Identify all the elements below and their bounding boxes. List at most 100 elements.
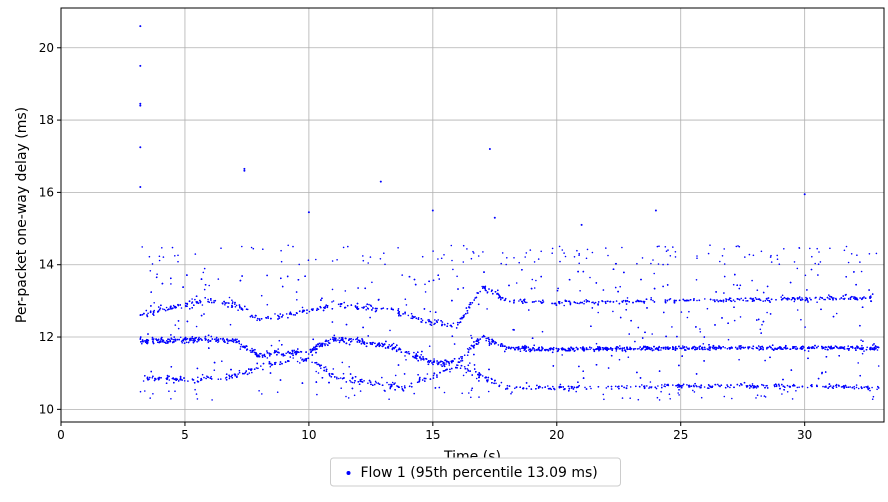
data-point [595,348,598,351]
data-point [228,296,231,299]
data-point [432,279,435,282]
data-point [767,297,770,299]
data-point [414,283,417,286]
data-point [514,387,516,390]
data-point [170,283,172,285]
data-point [576,302,579,305]
data-point [209,340,212,342]
data-point [653,349,655,351]
data-point [353,381,356,384]
data-point [325,304,328,307]
data-point [678,389,680,391]
data-point [315,381,318,383]
data-point [279,361,282,363]
data-point [583,300,586,302]
data-point [231,374,233,377]
data-point [466,354,469,357]
data-point [627,356,630,359]
data-point [348,366,351,368]
data-point [343,301,346,304]
data-point [867,388,869,391]
data-point [727,338,730,341]
data-point [695,373,698,375]
data-point [197,337,200,340]
data-point [289,356,292,358]
data-point [407,314,410,317]
data-point [428,318,430,321]
data-point [310,351,312,354]
data-point [312,347,314,350]
data-point [837,384,840,387]
data-point [397,308,400,310]
data-point [488,340,490,343]
data-point [629,386,632,388]
data-point [473,364,476,366]
data-point [470,344,473,347]
data-point [493,382,495,385]
data-point [328,372,331,375]
data-point [373,383,376,386]
data-point [505,348,507,351]
data-point [478,380,480,382]
data-point [175,377,177,380]
data-point [749,384,751,387]
data-point [354,306,357,308]
data-point [723,292,725,294]
data-point [625,303,628,305]
data-point [513,299,515,302]
data-point [158,308,161,311]
data-point [421,358,424,360]
data-point [150,291,152,293]
data-point [861,352,864,355]
data-point [649,381,652,383]
data-point [186,320,189,323]
data-point [796,297,799,299]
data-point [497,344,500,346]
data-point [270,362,272,365]
data-point [439,371,441,374]
data-point [228,377,231,380]
data-point [865,348,868,351]
data-point [307,357,310,360]
data-point [208,284,210,287]
data-point [451,299,453,302]
data-point [666,384,669,387]
data-point [672,346,674,349]
data-point [718,345,721,348]
data-point [275,350,278,353]
data-point [208,301,211,304]
data-point [427,360,430,362]
data-point [332,368,335,370]
data-point [393,383,395,385]
data-point [270,317,272,320]
data-point [369,381,372,384]
data-point [254,316,256,319]
data-point [395,350,398,353]
data-point [434,322,436,325]
data-point [191,335,194,338]
data-point [619,285,621,288]
data-point [466,310,469,312]
data-point [693,299,695,302]
data-point [456,321,459,324]
data-point [173,336,175,338]
data-point [401,386,403,388]
data-point [417,359,420,362]
data-point [320,344,322,346]
data-point [500,297,502,299]
data-point [521,347,523,350]
data-point [437,274,440,277]
data-point [207,341,210,343]
data-point [466,312,469,314]
data-point [870,300,872,302]
data-point [211,338,214,340]
data-point [493,343,496,345]
data-point [172,338,175,341]
data-point [734,300,736,303]
data-point [732,283,735,286]
data-point [414,354,417,357]
data-point [213,301,215,304]
data-point [680,386,683,389]
data-point [640,300,642,303]
data-point [398,311,401,313]
